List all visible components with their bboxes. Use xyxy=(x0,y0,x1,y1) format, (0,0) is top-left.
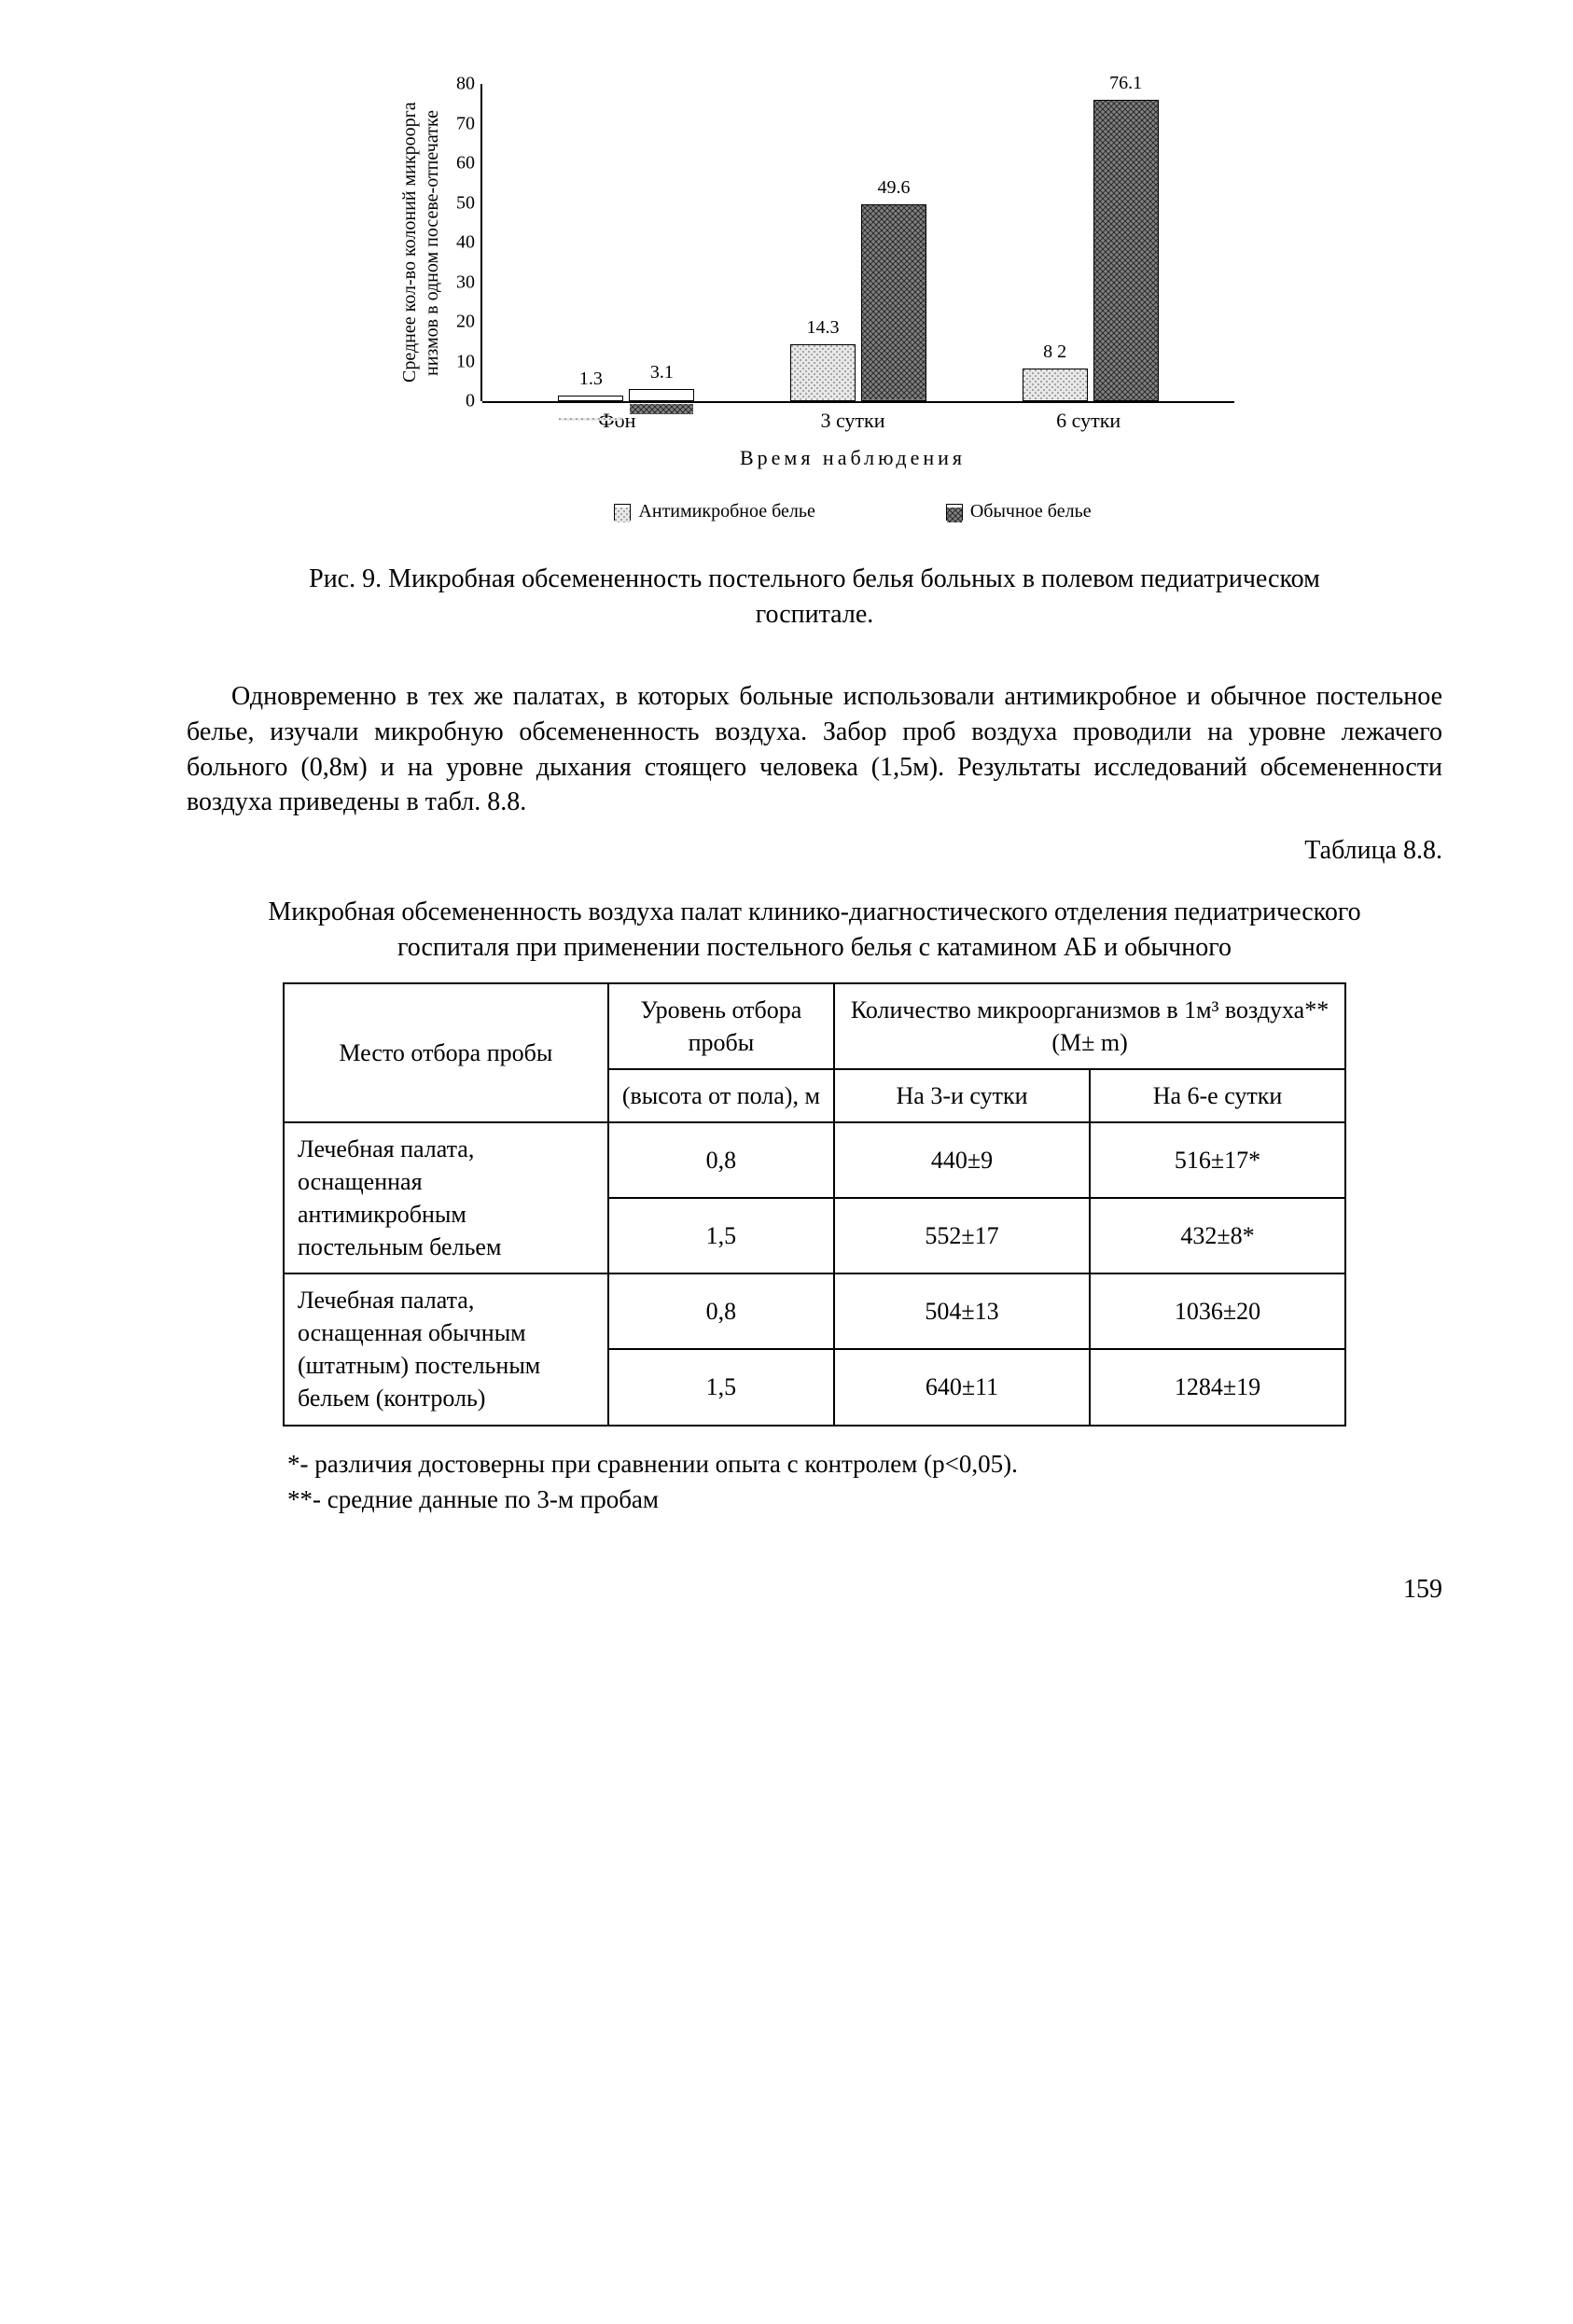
cell-level: 1,5 xyxy=(608,1198,834,1273)
y-axis: 01020304050607080 xyxy=(443,84,482,401)
legend-swatch xyxy=(614,504,631,521)
x-category-label: 6 сутки xyxy=(1005,407,1173,435)
cell-day3: 440±9 xyxy=(834,1122,1090,1198)
y-tick: 20 xyxy=(456,310,475,335)
bar: 49.6 xyxy=(861,175,926,401)
legend-label: Обычное белье xyxy=(970,499,1092,524)
cell-day3: 504±13 xyxy=(834,1273,1090,1349)
cell-place: Лечебная палата, оснащенная обычным (шта… xyxy=(284,1273,608,1425)
bar: 8 2 xyxy=(1023,340,1088,401)
y-axis-label: Среднее кол-во колоний микроорга низмов … xyxy=(395,84,443,401)
x-category-label: 3 сутки xyxy=(769,407,937,435)
cell-day6: 1284±19 xyxy=(1090,1349,1345,1425)
table-number: Таблица 8.8. xyxy=(187,833,1442,869)
table-title: Микробная обсемененность воздуха палат к… xyxy=(255,895,1374,966)
table-footnotes: *- различия достоверны при сравнении опы… xyxy=(243,1447,1442,1517)
cell-day3: 640±11 xyxy=(834,1349,1090,1425)
bar-chart: Среднее кол-во колоний микроорга низмов … xyxy=(395,84,1234,524)
cell-day3: 552±17 xyxy=(834,1198,1090,1273)
x-axis-title: Время наблюдения xyxy=(471,444,1234,472)
y-tick: 0 xyxy=(466,389,475,414)
bar-value-label: 14.3 xyxy=(806,315,839,341)
legend-item: Антимикробное белье xyxy=(614,499,814,524)
th-count: Количество микроорганизмов в 1м³ воздуха… xyxy=(834,983,1345,1069)
cell-day6: 516±17* xyxy=(1090,1122,1345,1198)
legend-item: Обычное белье xyxy=(946,499,1092,524)
bar-group: 8 2 76.1 xyxy=(1007,71,1175,401)
bar-value-label: 8 2 xyxy=(1043,340,1066,365)
bar-value-label: 3.1 xyxy=(650,360,674,385)
footnote-1: *- различия достоверны при сравнении опы… xyxy=(243,1447,1442,1481)
y-tick: 10 xyxy=(456,349,475,374)
figure-caption: Рис. 9. Микробная обсемененность постель… xyxy=(301,562,1328,633)
y-tick: 50 xyxy=(456,190,475,216)
table-row: Лечебная палата, оснащенная обычным (шта… xyxy=(284,1273,1345,1349)
bar-value-label: 76.1 xyxy=(1109,71,1142,96)
th-level-sub: (высота от пола), м xyxy=(608,1069,834,1122)
th-level: Уровень отбора пробы xyxy=(608,983,834,1069)
footnote-2: **- средние данные по 3-м пробам xyxy=(243,1482,1442,1516)
th-place: Место отбора пробы xyxy=(284,983,608,1122)
legend-label: Антимикробное белье xyxy=(638,499,814,524)
cell-level: 0,8 xyxy=(608,1122,834,1198)
bar: 1.3 xyxy=(558,367,623,401)
body-paragraph: Одновременно в тех же палатах, в которых… xyxy=(187,679,1442,820)
chart-plot-area: 1.33.114.349.68 276.1 xyxy=(482,84,1234,403)
bar-group: 1.3 3.1 xyxy=(542,360,710,401)
bar: 76.1 xyxy=(1093,71,1159,401)
cell-day6: 1036±20 xyxy=(1090,1273,1345,1349)
data-table: Место отбора пробы Уровень отбора пробы … xyxy=(283,982,1346,1426)
table-row: Лечебная палата, оснащенная антимикробны… xyxy=(284,1122,1345,1198)
chart-legend: Антимикробное белье Обычное белье xyxy=(471,499,1234,524)
y-tick: 80 xyxy=(456,72,475,97)
bar: 3.1 xyxy=(629,360,694,401)
bar-value-label: 49.6 xyxy=(877,175,910,201)
y-tick: 40 xyxy=(456,230,475,256)
page-number: 159 xyxy=(187,1572,1442,1607)
y-tick: 30 xyxy=(456,270,475,295)
y-tick: 70 xyxy=(456,111,475,136)
th-day6: На 6-е сутки xyxy=(1090,1069,1345,1122)
cell-level: 1,5 xyxy=(608,1349,834,1425)
bar-group: 14.3 49.6 xyxy=(774,175,942,401)
y-tick: 60 xyxy=(456,151,475,176)
th-day3: На 3-и сутки xyxy=(834,1069,1090,1122)
bar: 14.3 xyxy=(790,315,856,401)
cell-place: Лечебная палата, оснащенная антимикробны… xyxy=(284,1122,608,1273)
legend-swatch xyxy=(946,504,963,521)
bar-value-label: 1.3 xyxy=(579,367,603,392)
cell-day6: 432±8* xyxy=(1090,1198,1345,1273)
cell-level: 0,8 xyxy=(608,1273,834,1349)
